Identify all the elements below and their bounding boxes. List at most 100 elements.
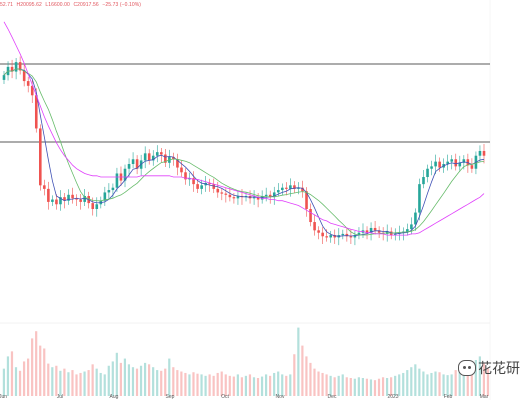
volume-bar: [385, 378, 389, 396]
candle-body: [317, 230, 320, 233]
candle-body: [285, 187, 288, 189]
candle-body: [51, 199, 54, 202]
candle-body: [47, 188, 50, 202]
volume-bar: [329, 375, 332, 396]
candle-body: [188, 178, 191, 180]
candle-body: [256, 197, 260, 200]
volume-bar: [107, 365, 110, 396]
x-tick-label: Sep: [166, 394, 175, 400]
volume-bar: [357, 377, 360, 396]
candle-body: [309, 209, 312, 223]
volume-bar: [27, 358, 30, 396]
candle-body: [305, 191, 308, 210]
candle-body: [252, 197, 256, 199]
volume-bar: [87, 370, 90, 396]
volume-bar: [341, 374, 344, 396]
candle-body: [301, 187, 304, 192]
volume-bar: [277, 371, 280, 396]
candle-body: [26, 81, 30, 86]
volume-bar: [269, 375, 272, 396]
candle-body: [228, 194, 232, 198]
volume-bar: [216, 372, 219, 396]
volume-bar: [123, 358, 127, 396]
volume-bar: [438, 372, 441, 396]
volume-bar: [180, 371, 183, 396]
volume-bar: [208, 374, 211, 396]
candle-body: [297, 187, 300, 189]
candle-body: [438, 161, 441, 168]
volume-bar: [83, 371, 86, 396]
volume-bar: [252, 377, 256, 396]
candle-body: [200, 185, 203, 189]
volume-bar: [337, 375, 340, 396]
volume-bar: [325, 374, 328, 396]
volume-bar: [31, 338, 34, 396]
candle-body: [333, 235, 337, 238]
volume-bar: [236, 374, 239, 396]
ohlc-high: H20095.62: [16, 2, 42, 8]
candle-body: [377, 230, 381, 233]
gridlines: [0, 0, 491, 400]
volume-bar: [442, 374, 445, 396]
x-tick-label: Feb: [444, 394, 453, 400]
volume-bar: [482, 363, 485, 396]
x-axis: Jun Jul Aug Sep Oct Nov Dec 2023 Feb Mar: [0, 394, 489, 400]
volume-bar: [47, 363, 50, 396]
candle-body: [83, 195, 86, 202]
candle-body: [135, 159, 139, 169]
candle-body: [329, 235, 333, 238]
volume-bars: [2, 327, 490, 396]
volume-bar: [446, 375, 449, 396]
volume-bar: [390, 377, 393, 396]
volume-bar: [119, 362, 122, 396]
volume-bar: [164, 368, 167, 396]
volume-bar: [365, 378, 369, 396]
candle-body: [406, 229, 409, 232]
horizontal-levels[interactable]: [0, 63, 490, 143]
volume-bar: [75, 374, 78, 396]
x-tick-label: Nov: [276, 394, 285, 400]
candle-body: [103, 192, 107, 201]
candle-body: [426, 168, 429, 178]
volume-bar: [353, 378, 356, 396]
x-tick-label: Jun: [0, 394, 7, 400]
candle-body: [196, 184, 199, 189]
candle-body: [212, 184, 216, 189]
volume-bar: [228, 375, 231, 396]
candle-body: [268, 194, 272, 198]
candle-body: [55, 199, 58, 205]
candle-body: [414, 212, 417, 225]
volume-bar: [248, 374, 252, 396]
candle-body: [43, 185, 46, 189]
candle-body: [30, 85, 34, 96]
volume-bar: [466, 374, 469, 396]
volume-bar: [95, 368, 98, 396]
candle-body: [224, 193, 228, 195]
volume-bar: [135, 368, 139, 396]
volume-bar: [172, 367, 175, 396]
volume-bar: [18, 370, 22, 396]
volume-bar: [317, 371, 320, 396]
volume-bar: [220, 371, 223, 396]
volume-bar: [143, 362, 147, 396]
volume-bar: [373, 380, 377, 396]
volume-bar: [71, 370, 74, 396]
volume-bar: [458, 367, 461, 396]
candle-body: [313, 222, 316, 231]
moving-averages: [3, 21, 485, 237]
candle-body: [272, 192, 276, 198]
ohlc-readout: 52.71 H20095.62 L16600.00 C20917.56 −25.…: [0, 2, 143, 8]
candle-body: [151, 155, 155, 161]
candle-body: [59, 197, 62, 205]
volume-bar: [35, 331, 38, 396]
candle-body: [176, 159, 179, 168]
volume-bar: [55, 365, 58, 396]
candle-body: [127, 164, 131, 169]
candle-body: [79, 199, 82, 202]
candle-body: [131, 159, 135, 164]
volume-bar: [99, 372, 102, 396]
candle-body: [10, 66, 14, 72]
candle-body: [208, 182, 212, 185]
candle-body: [357, 232, 361, 236]
